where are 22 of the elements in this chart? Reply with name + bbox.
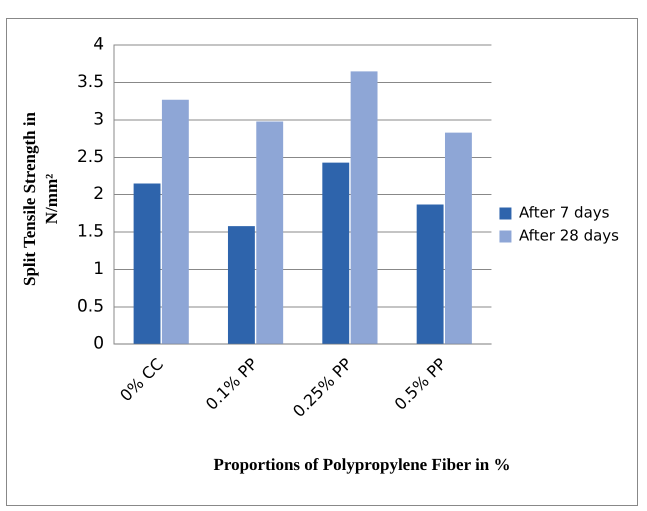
- y-tick-label: 0: [93, 334, 104, 354]
- bar: [162, 100, 189, 344]
- y-tick-label: 0.5: [76, 296, 104, 316]
- y-tick-label: 4: [93, 34, 104, 55]
- y-axis-title: Split Tensile Strength in N/mm²: [19, 112, 62, 286]
- bar: [228, 226, 255, 344]
- bar: [416, 204, 444, 344]
- bar: [322, 162, 350, 344]
- y-tick-label: 3: [93, 109, 104, 130]
- bar: [444, 132, 472, 344]
- bar: [134, 184, 161, 344]
- legend-label: After 28 days: [518, 226, 620, 244]
- y-tick-label: 1: [93, 258, 104, 279]
- y-tick-label: 1.5: [76, 222, 104, 242]
- bar: [350, 71, 378, 344]
- y-tick-label: 2.5: [76, 146, 104, 167]
- legend-label: After 7 days: [518, 203, 610, 222]
- x-axis-title: Proportions of Polypropylene Fiber in %: [212, 455, 512, 475]
- bar: [256, 121, 284, 344]
- y-tick-label: 2: [93, 184, 104, 204]
- x-tick-label: 0% CC: [116, 354, 167, 406]
- y-tick-label: 3.5: [76, 72, 104, 92]
